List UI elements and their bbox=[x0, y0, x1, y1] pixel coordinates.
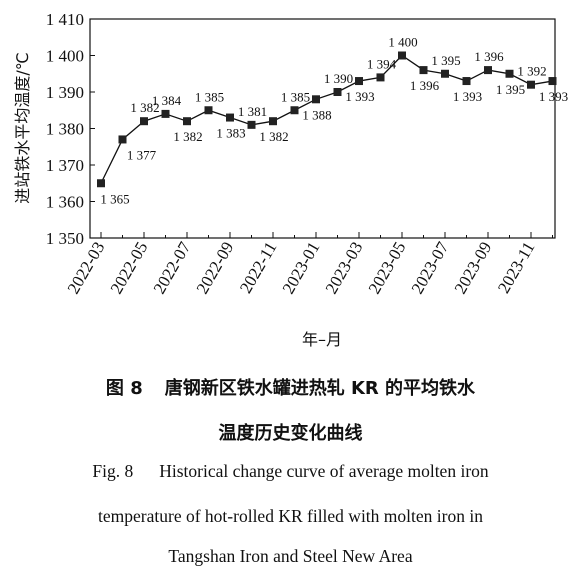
x-tick-label: 2023-09 bbox=[451, 239, 496, 298]
data-point bbox=[484, 66, 492, 75]
data-point bbox=[204, 106, 213, 115]
data-point bbox=[269, 117, 277, 126]
x-tick-label: 2023-03 bbox=[322, 239, 367, 298]
x-tick-label: 2023-07 bbox=[408, 238, 453, 297]
data-label: 1 385 bbox=[281, 89, 310, 104]
x-axis: 2022-032022-052022-072022-092022-112023-… bbox=[64, 232, 553, 297]
figure-number-cn: 图 8 bbox=[105, 378, 143, 399]
data-point bbox=[548, 77, 557, 86]
y-tick-label: 1 370 bbox=[46, 156, 84, 175]
data-point bbox=[161, 109, 170, 118]
x-tick-label: 2023-05 bbox=[365, 239, 410, 298]
y-tick-label: 1 350 bbox=[46, 229, 84, 248]
data-label: 1 396 bbox=[474, 49, 504, 64]
data-label: 1 400 bbox=[388, 35, 417, 50]
series-markers bbox=[97, 51, 557, 188]
data-point bbox=[376, 73, 385, 82]
caption-cn-text-1: 唐钢新区铁水罐进热轧 KR 的平均铁水 bbox=[164, 378, 476, 399]
data-point bbox=[333, 88, 342, 96]
data-label: 1 390 bbox=[324, 71, 353, 86]
y-tick-label: 1 360 bbox=[46, 193, 84, 212]
data-label: 1 395 bbox=[496, 82, 525, 97]
data-point bbox=[226, 113, 234, 122]
figure-caption-en-line1: Fig. 8 Historical change curve of average… bbox=[0, 461, 581, 482]
data-label: 1 377 bbox=[127, 147, 157, 162]
data-label: 1 385 bbox=[195, 89, 224, 104]
data-label: 1 392 bbox=[517, 64, 546, 79]
data-label: 1 394 bbox=[367, 56, 397, 71]
data-label: 1 396 bbox=[410, 78, 440, 93]
data-point bbox=[505, 69, 514, 78]
caption-en-text-1: Historical change curve of average molte… bbox=[159, 461, 489, 481]
data-label: 1 382 bbox=[259, 129, 288, 144]
x-tick-label: 2022-05 bbox=[107, 239, 152, 298]
series-line bbox=[100, 54, 553, 184]
data-label: 1 388 bbox=[302, 107, 331, 122]
data-label: 1 384 bbox=[152, 93, 182, 108]
data-label: 1 382 bbox=[130, 100, 159, 115]
data-point bbox=[441, 69, 449, 78]
x-tick-label: 2023-11 bbox=[494, 239, 538, 297]
data-label: 1 383 bbox=[216, 126, 245, 141]
data-label: 1 393 bbox=[539, 89, 568, 104]
figure-number-en: Fig. 8 bbox=[92, 461, 134, 481]
y-axis: 1 350 1 360 1 370 1 380 1 390 1 400 1 410 bbox=[46, 10, 95, 248]
y-tick-label: 1 390 bbox=[46, 83, 84, 102]
data-label: 1 393 bbox=[345, 89, 374, 104]
data-point bbox=[419, 66, 428, 75]
figure-caption-en-line2: temperature of hot-rolled KR filled with… bbox=[98, 506, 483, 526]
x-tick-label: 2022-09 bbox=[193, 239, 238, 298]
data-label: 1 382 bbox=[173, 129, 202, 144]
data-point bbox=[290, 106, 299, 115]
line-chart: 1 350 1 360 1 370 1 380 1 390 1 400 1 410 2022… bbox=[13, 10, 568, 349]
data-point bbox=[97, 179, 105, 188]
data-point bbox=[527, 80, 535, 89]
figure-caption-cn-line2: 温度历史变化曲线 bbox=[218, 423, 363, 444]
y-tick-label: 1 380 bbox=[46, 120, 84, 139]
y-tick-label: 1 400 bbox=[46, 47, 84, 66]
x-axis-title: 年–月 bbox=[302, 330, 342, 349]
data-point bbox=[462, 77, 471, 86]
data-label: 1 381 bbox=[238, 104, 267, 119]
data-point bbox=[247, 120, 256, 129]
x-tick-label: 2022-07 bbox=[150, 238, 195, 297]
y-axis-title: 进站铁水平均温度/℃ bbox=[13, 52, 32, 203]
data-point bbox=[312, 95, 320, 104]
data-point bbox=[183, 117, 191, 126]
data-label: 1 365 bbox=[100, 191, 129, 206]
figure-caption-cn-line1: 图 8 唐钢新区铁水罐进热轧 KR 的平均铁水 bbox=[0, 374, 581, 400]
y-tick-label: 1 410 bbox=[46, 10, 84, 29]
data-label: 1 395 bbox=[431, 53, 460, 68]
data-point bbox=[355, 77, 363, 86]
data-point bbox=[398, 51, 406, 60]
data-point bbox=[118, 135, 127, 144]
data-label: 1 393 bbox=[453, 89, 482, 104]
figure-caption-en-line3: Tangshan Iron and Steel New Area bbox=[168, 546, 413, 566]
x-tick-label: 2022-11 bbox=[236, 239, 280, 297]
x-tick-label: 2023-01 bbox=[279, 239, 324, 298]
data-point bbox=[140, 117, 148, 126]
